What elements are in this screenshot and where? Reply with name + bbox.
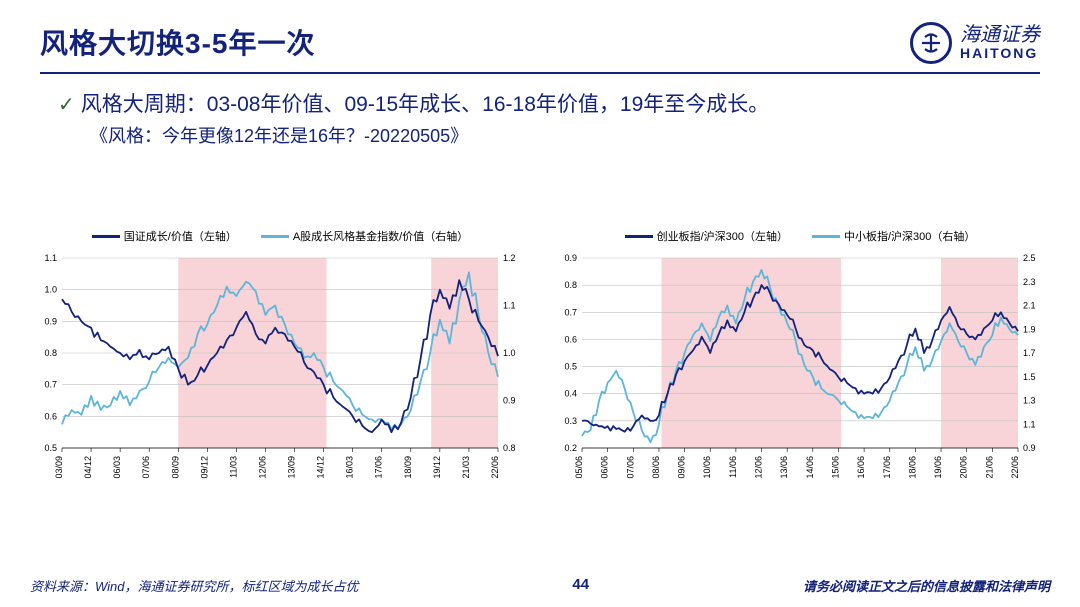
svg-text:1.7: 1.7	[1023, 348, 1036, 358]
svg-text:18/06: 18/06	[907, 456, 917, 479]
svg-text:21/06: 21/06	[984, 456, 994, 479]
svg-text:1.1: 1.1	[503, 301, 516, 311]
chart-left: 国证成长/价值（左轴） A股成长风格基金指数/价值（右轴） 0.5 0.6 0.7 0.…	[30, 228, 530, 508]
svg-text:11/06: 11/06	[728, 456, 738, 478]
svg-text:0.7: 0.7	[44, 380, 57, 390]
svg-text:04/12: 04/12	[83, 456, 93, 479]
svg-text:22/06: 22/06	[490, 456, 500, 479]
page-number: 44	[572, 576, 589, 595]
svg-text:1.2: 1.2	[503, 253, 516, 263]
svg-text:1.9: 1.9	[1023, 324, 1036, 334]
svg-text:11/03: 11/03	[228, 456, 238, 478]
svg-text:05/06: 05/06	[574, 456, 584, 479]
svg-text:0.8: 0.8	[564, 280, 577, 290]
disclaimer-text: 请务必阅读正文之后的信息披露和法律声明	[803, 576, 1050, 595]
svg-text:2.3: 2.3	[1023, 277, 1036, 287]
svg-text:0.6: 0.6	[564, 334, 577, 344]
svg-text:20/06: 20/06	[959, 456, 969, 479]
svg-text:0.5: 0.5	[564, 362, 577, 372]
svg-text:0.2: 0.2	[564, 443, 577, 453]
svg-text:14/12: 14/12	[316, 456, 326, 479]
svg-text:1.3: 1.3	[1023, 396, 1036, 406]
svg-text:13/06: 13/06	[779, 456, 789, 479]
svg-text:10/06: 10/06	[702, 456, 712, 479]
svg-text:0.9: 0.9	[503, 396, 516, 406]
svg-text:21/03: 21/03	[461, 456, 471, 479]
logo: 海通证券 HAITONG	[910, 22, 1040, 64]
chart-right: 创业板指/沪深300（左轴） 中小板指/沪深300（右轴） 0.2 0.3 0.4 0.…	[550, 228, 1050, 508]
svg-text:07/06: 07/06	[141, 456, 151, 479]
page-title: 风格大切换3-5年一次	[40, 22, 315, 68]
svg-text:0.9: 0.9	[564, 253, 577, 263]
svg-text:06/06: 06/06	[600, 456, 610, 479]
svg-text:1.0: 1.0	[503, 348, 516, 358]
legend-item: A股成长风格基金指数/价值（右轴）	[261, 228, 468, 244]
logo-text-cn: 海通证券	[960, 24, 1040, 46]
bullet-sub: 《风格：今年更像12年还是16年？-20220505》	[58, 122, 1022, 148]
svg-text:17/06: 17/06	[374, 456, 384, 479]
svg-text:03/09: 03/09	[54, 456, 64, 479]
svg-text:13/09: 13/09	[287, 456, 297, 479]
svg-text:1.0: 1.0	[44, 285, 57, 295]
bullet-text: 风格大周期：03-08年价值、09-15年成长、16-18年价值，19年至今成长…	[81, 88, 770, 118]
svg-text:0.7: 0.7	[564, 307, 577, 317]
check-icon: ✓	[58, 92, 75, 117]
svg-text:22/06: 22/06	[1010, 456, 1020, 479]
svg-text:16/03: 16/03	[345, 456, 355, 479]
svg-text:0.8: 0.8	[503, 443, 516, 453]
svg-text:2.1: 2.1	[1023, 301, 1036, 311]
svg-text:1.5: 1.5	[1023, 372, 1036, 382]
svg-text:2.5: 2.5	[1023, 253, 1036, 263]
svg-text:17/06: 17/06	[882, 456, 892, 479]
svg-text:08/09: 08/09	[170, 456, 180, 479]
svg-text:14/06: 14/06	[805, 456, 815, 479]
svg-text:19/12: 19/12	[432, 456, 442, 479]
logo-text-en: HAITONG	[960, 46, 1040, 61]
svg-text:1.1: 1.1	[1023, 419, 1036, 429]
svg-text:0.5: 0.5	[44, 443, 57, 453]
svg-text:15/06: 15/06	[830, 456, 840, 479]
svg-text:09/06: 09/06	[677, 456, 687, 479]
svg-text:1.1: 1.1	[44, 253, 57, 263]
svg-text:08/06: 08/06	[651, 456, 661, 479]
svg-text:12/06: 12/06	[754, 456, 764, 479]
source-text: 资料来源：Wind，海通证券研究所，标红区域为成长占优	[30, 576, 359, 595]
svg-text:0.3: 0.3	[564, 416, 577, 426]
svg-text:18/09: 18/09	[403, 456, 413, 479]
svg-text:0.9: 0.9	[44, 316, 57, 326]
svg-text:12/06: 12/06	[257, 456, 267, 479]
legend-item: 中小板指/沪深300（右轴）	[812, 228, 975, 244]
svg-text:0.9: 0.9	[1023, 443, 1036, 453]
svg-text:06/03: 06/03	[112, 456, 122, 479]
svg-text:16/06: 16/06	[856, 456, 866, 479]
svg-text:0.4: 0.4	[564, 389, 577, 399]
legend-item: 创业板指/沪深300（左轴）	[625, 228, 788, 244]
bullet-main: ✓ 风格大周期：03-08年价值、09-15年成长、16-18年价值，19年至今…	[58, 88, 1022, 118]
logo-icon	[910, 22, 952, 64]
legend-item: 国证成长/价值（左轴）	[92, 228, 237, 244]
svg-text:19/06: 19/06	[933, 456, 943, 479]
svg-text:07/06: 07/06	[625, 456, 635, 479]
svg-text:09/12: 09/12	[199, 456, 209, 479]
svg-text:0.8: 0.8	[44, 348, 57, 358]
svg-text:0.6: 0.6	[44, 411, 57, 421]
